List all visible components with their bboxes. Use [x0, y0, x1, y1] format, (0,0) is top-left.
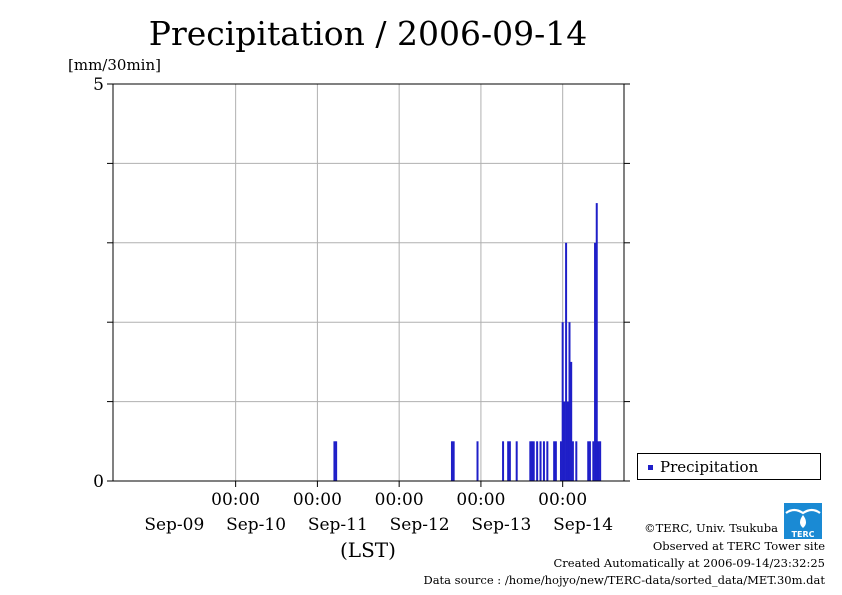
- x-axis-unit: (LST): [340, 538, 396, 562]
- precipitation-bar: [529, 441, 532, 481]
- precipitation-bar: [588, 441, 591, 481]
- x-tick-date-label: Sep-12: [390, 515, 450, 535]
- x-tick-date-label: Sep-14: [553, 515, 613, 535]
- precipitation-bar: [594, 242, 597, 481]
- precipitation-bar: [554, 441, 557, 481]
- grid: [113, 84, 624, 481]
- x-tick-date-label: Sep-11: [308, 515, 368, 535]
- precipitation-bar: [587, 441, 590, 481]
- precipitation-bar: [571, 441, 574, 481]
- x-tick-date-label: Sep-10: [226, 515, 286, 535]
- precipitation-bar: [568, 322, 571, 481]
- precipitation-bar: [502, 441, 505, 481]
- precipitation-bar: [599, 441, 602, 481]
- precipitation-bar: [335, 441, 338, 481]
- y-tick-labels: 05: [93, 75, 104, 492]
- precipitation-bar: [507, 441, 510, 481]
- y-axis-unit: [mm/30min]: [68, 56, 161, 74]
- precipitation-bar: [597, 441, 600, 481]
- x-tick-time-label: 00:00: [375, 490, 424, 510]
- terc-logo-icon: TERC: [784, 503, 822, 539]
- footer-observed: Observed at TERC Tower site: [652, 539, 825, 553]
- precipitation-bar: [542, 441, 545, 481]
- precipitation-bar: [539, 441, 542, 481]
- legend-swatch: [648, 465, 653, 470]
- plot-frame: [107, 83, 630, 487]
- precipitation-bar: [532, 441, 535, 481]
- precipitation-bar: [575, 441, 578, 481]
- precipitation-bar: [546, 441, 549, 481]
- bars: [333, 203, 602, 481]
- y-tick-label: 0: [93, 472, 104, 492]
- x-tick-date-label: Sep-13: [471, 515, 531, 535]
- precipitation-bar: [553, 441, 556, 481]
- precipitation-bar: [561, 322, 564, 481]
- precipitation-bar: [566, 401, 569, 481]
- footer-copyright: ©TERC, Univ. Tsukuba: [644, 521, 778, 535]
- precipitation-bar: [565, 242, 568, 481]
- precipitation-bar: [595, 203, 598, 481]
- chart-title: Precipitation / 2006-09-14: [148, 14, 588, 53]
- precipitation-bar: [508, 441, 511, 481]
- x-tick-time-label: 00:00: [293, 490, 342, 510]
- x-tick-time-label: 00:00: [456, 490, 505, 510]
- precipitation-bar: [450, 441, 453, 481]
- precipitation-bar: [515, 441, 518, 481]
- footer-source: Data source : /home/hojyo/new/TERC-data/…: [423, 573, 825, 587]
- x-tick-time-label: 00:00: [211, 490, 260, 510]
- precipitation-bar: [452, 441, 455, 481]
- legend: Precipitation: [637, 453, 821, 480]
- legend-label: Precipitation: [660, 458, 759, 476]
- x-tick-date-label: Sep-09: [144, 515, 204, 535]
- precipitation-bar: [559, 441, 562, 481]
- footer-created: Created Automatically at 2006-09-14/23:3…: [553, 556, 826, 570]
- plot-border: [112, 83, 625, 482]
- logo-text: TERC: [792, 530, 815, 539]
- plot-background: [113, 84, 624, 481]
- precipitation-bar: [563, 401, 566, 481]
- precipitation-bar: [333, 441, 336, 481]
- precipitation-bar: [570, 361, 573, 481]
- precipitation-bar: [531, 441, 534, 481]
- precipitation-bar: [536, 441, 539, 481]
- y-tick-label: 5: [93, 75, 104, 95]
- precipitation-bar: [476, 441, 479, 481]
- precipitation-bar: [592, 441, 595, 481]
- x-tick-labels: 00:00 00:00 00:00 00:00 00:00 Sep-09 Sep-10 Sep…: [144, 490, 613, 535]
- x-tick-time-label: 00:00: [538, 490, 587, 510]
